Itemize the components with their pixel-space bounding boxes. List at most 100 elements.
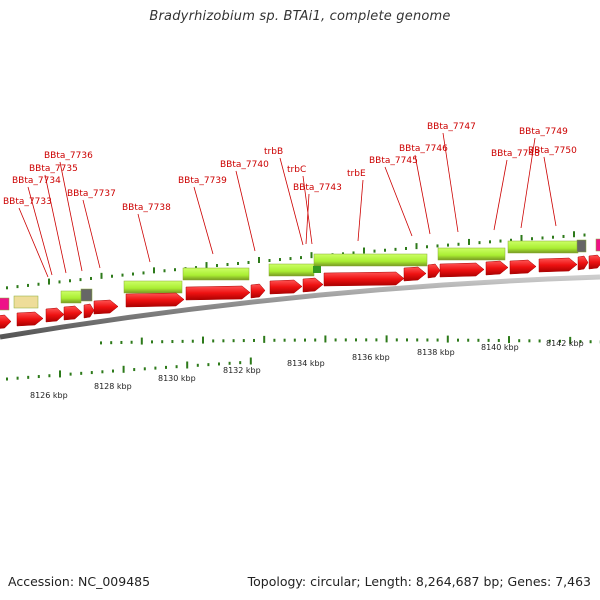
tick-mark [122,365,125,373]
gene-label: BBta_7735 [29,164,78,174]
tick-mark [258,256,260,263]
gene-label: BBta_7750 [528,146,577,156]
tick-mark [101,370,104,374]
tick-mark [467,338,470,342]
tick-mark [436,244,439,248]
tick-mark [48,374,51,378]
tick-mark [205,262,208,269]
tick-mark [202,336,204,344]
tick-mark [300,256,302,260]
gene-leader-line [384,166,413,237]
gene-leader-line [543,156,557,227]
kbp-scale-label: 8128 kbp [94,382,132,391]
tick-mark [130,340,133,344]
tick-mark [90,276,92,280]
tick-mark [175,365,178,369]
gene-leader-line [493,159,508,231]
tick-mark [186,361,189,369]
tick-mark [304,338,306,342]
accession-text: Accession: NC_009485 [8,574,151,589]
tick-mark [100,341,102,345]
gene-leader-line [302,175,313,245]
tick-mark [324,335,327,343]
gene-leader-line [442,132,459,233]
tick-mark [132,272,134,276]
tick-mark [110,341,113,345]
tick-mark [508,336,510,344]
cds-arrow [485,260,509,276]
cds-arrow [125,292,185,308]
tick-mark [232,339,235,343]
tick-mark [181,339,184,343]
tick-mark [426,338,429,342]
tick-mark [497,338,500,342]
tick-mark [562,234,565,238]
tick-mark [395,338,398,342]
tick-mark [247,260,250,264]
tick-mark [355,338,357,342]
cds-arrow [185,285,251,301]
tick-mark [289,257,292,261]
tick-mark [478,241,481,245]
gene-label: BBta_7736 [44,151,93,161]
tick-mark [228,361,231,365]
tick-mark [314,338,317,342]
gene-feature [80,288,93,302]
tick-mark [218,362,220,366]
tick-mark [589,340,592,344]
gene-label: BBta_7734 [12,176,61,186]
genome-title: Bradyrhizobium sp. BTAi1, complete genom… [149,9,451,24]
tick-mark [90,371,93,375]
tick-mark [242,339,245,343]
gene-label: BBta_7748 [491,149,540,159]
tick-mark [538,339,541,343]
gene-label: BBta_7749 [519,127,568,137]
gene-label: BBta_7746 [399,144,448,154]
gene-bars [0,238,600,311]
tick-mark [528,339,531,343]
tick-mark [436,338,439,342]
tick-mark [174,268,176,272]
tick-mark [69,372,72,376]
cds-arrow [93,299,119,315]
tick-mark [195,266,197,270]
cds-arrow [302,277,324,293]
tick-mark [196,363,199,367]
tick-mark [253,338,255,342]
gene-feature [313,266,321,273]
tick-mark [447,243,449,247]
tick-mark [334,338,337,342]
tick-mark [415,243,418,250]
gene-leader-line [357,179,364,242]
gene-feature [595,238,600,252]
gene-feature [123,280,183,294]
cds-arrow [538,257,578,273]
tick-mark [6,377,8,381]
tick-mark [239,361,242,365]
tick-mark [212,339,215,343]
tick-mark [6,286,8,290]
genome-summary-text: Topology: circular; Length: 8,264,687 bp… [247,574,591,589]
gene-label: BBta_7737 [67,189,116,199]
tick-mark [273,338,276,342]
tick-mark [153,267,155,274]
tick-mark [163,269,166,273]
gene-feature [182,267,250,281]
cds-arrow [323,271,405,287]
gene-label: trbB [264,147,283,157]
tick-mark [375,338,378,342]
tick-mark [499,239,502,243]
tick-mark [384,248,386,252]
tick-mark [569,336,572,344]
tick-mark [249,357,252,365]
kbp-scale-label: 8126 kbp [30,391,68,400]
gene-leader-line [279,157,304,246]
gene-leader-line [44,174,67,274]
tick-mark [477,338,480,342]
tick-mark [133,368,136,372]
tick-mark [310,252,313,259]
cds-arrow [45,307,65,323]
tick-mark [363,247,365,254]
tick-mark [222,339,225,343]
